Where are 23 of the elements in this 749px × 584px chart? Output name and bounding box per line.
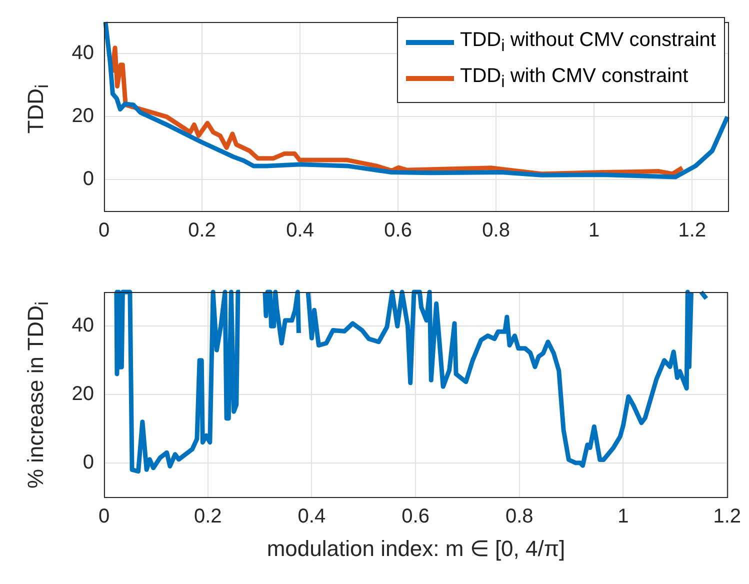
x-tick-label: 0 — [98, 220, 110, 242]
x-tick-label: 0 — [98, 506, 110, 528]
x-tick-label: 0.2 — [194, 506, 222, 528]
y-tick-label: 40 — [72, 42, 94, 64]
x-axis-title: modulation index: m ∈ [0, 4/π] — [266, 536, 566, 562]
y-tick-label: 20 — [72, 383, 94, 406]
legend-label: TDD$_{i}$ with CMV constraint — [460, 64, 688, 92]
x-tick-label: 0.2 — [188, 220, 216, 242]
x-tick-label: 0.4 — [298, 506, 326, 528]
x-tick-label: 0.6 — [402, 506, 430, 528]
x-tick-label: 0.4 — [286, 220, 314, 242]
x-tick-label: 0.8 — [482, 220, 510, 242]
y-tick-label: 0 — [82, 451, 94, 474]
x-tick-label: 1 — [618, 506, 629, 528]
x-tick-label: 1.2 — [713, 506, 742, 528]
x-tick-label: 1.2 — [678, 220, 706, 242]
y-tick-label: 40 — [72, 314, 94, 337]
x-tick-label: 0.6 — [384, 220, 412, 242]
y-tick-label: 20 — [72, 105, 94, 128]
x-tick-label: 1 — [588, 220, 600, 242]
x-tick-label: 0.8 — [505, 506, 534, 528]
y-tick-label: 0 — [82, 168, 94, 190]
legend-label: TDD$_{i}$ without CMV constraint — [460, 28, 716, 56]
